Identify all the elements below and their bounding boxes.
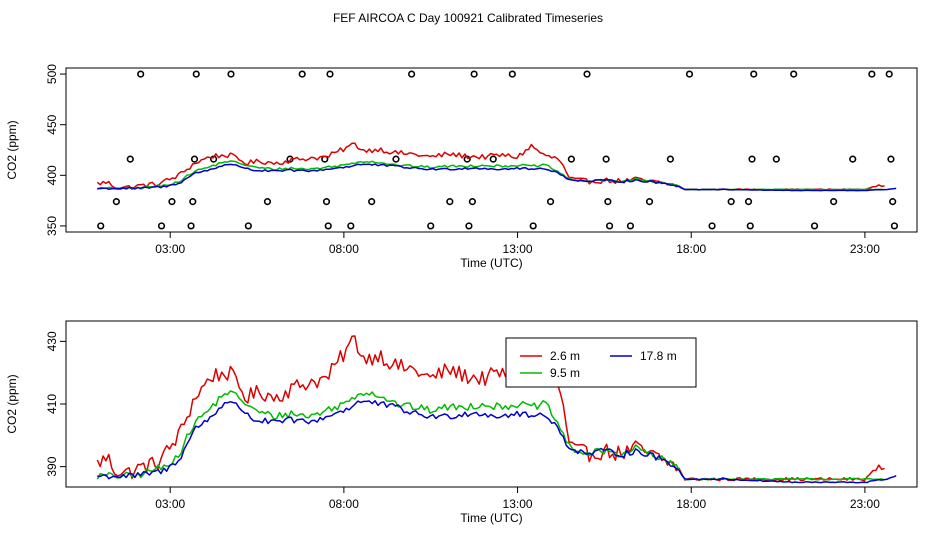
scatter-point	[263, 198, 272, 206]
scatter-point	[446, 198, 454, 206]
legend-label: 2.6 m	[550, 349, 580, 363]
x-tick-label: 08:00	[329, 497, 359, 511]
scatter-point	[508, 70, 516, 78]
scatter-point	[868, 70, 876, 78]
scatter-point	[97, 222, 105, 230]
x-tick-label: 03:00	[155, 497, 185, 511]
scatter-point	[324, 222, 332, 230]
scatter-point	[685, 70, 694, 78]
scatter-point	[168, 198, 176, 206]
series-line-17-8-m	[97, 400, 897, 484]
plot-frame	[65, 67, 918, 233]
chart-title: FEF AIRCOA C Day 100921 Calibrated Times…	[333, 11, 603, 25]
scatter-point	[887, 155, 895, 163]
scatter-point	[190, 155, 199, 163]
scatter-point	[626, 222, 635, 230]
scatter-point	[470, 70, 478, 78]
series-lines	[96, 142, 897, 192]
scatter-point	[192, 70, 200, 78]
scatter-point	[567, 155, 575, 163]
scatter-point	[368, 198, 376, 206]
scatter-point	[889, 198, 897, 206]
scatter-point	[465, 222, 473, 230]
x-tick-label: 03:00	[155, 242, 185, 256]
scatter-point	[529, 222, 537, 230]
scatter-point	[790, 70, 798, 78]
scatter-point	[602, 155, 610, 163]
scatter-point	[187, 222, 195, 230]
scatter-point	[347, 222, 355, 230]
scatter-point	[830, 198, 838, 206]
series-line-9-5-m	[96, 160, 885, 191]
series-lines	[96, 335, 897, 484]
scatter-point	[468, 198, 476, 206]
scatter-point	[727, 198, 735, 206]
scatter-point	[748, 155, 756, 163]
scatter-point	[546, 198, 555, 206]
legend-label: 17.8 m	[640, 349, 677, 363]
legend-box	[505, 337, 697, 388]
scatter-point	[298, 70, 306, 78]
scatter-points	[97, 70, 899, 230]
scatter-point	[489, 155, 497, 163]
plot-frame	[65, 320, 918, 488]
scatter-point	[137, 70, 145, 78]
y-axis-label: CO2 (ppm)	[5, 120, 19, 179]
y-tick-label: 400	[45, 165, 59, 185]
y-tick-label: 390	[45, 456, 59, 476]
series-line-9-5-m	[96, 390, 885, 481]
x-axis-label: Time (UTC)	[460, 511, 522, 525]
scatter-point	[666, 155, 674, 163]
scatter-point	[604, 198, 612, 206]
scatter-point	[227, 70, 235, 78]
y-tick-label: 350	[45, 216, 59, 236]
scatter-point	[810, 222, 819, 230]
scatter-point	[126, 155, 134, 163]
scatter-point	[746, 222, 754, 230]
x-axis-label: Time (UTC)	[460, 256, 522, 270]
top-panel: 03:00 08:00 13:00 18:00 23:00 350 400 450 500 Tim…	[5, 64, 918, 270]
legend: 2.6 m 17.8 m 9.5 m	[505, 337, 697, 388]
scatter-point	[322, 198, 331, 206]
scatter-point	[750, 70, 758, 78]
y-tick-label: 500	[45, 64, 59, 84]
scatter-point	[189, 198, 197, 206]
scatter-point	[583, 70, 591, 78]
x-tick-label: 13:00	[503, 497, 533, 511]
scatter-point	[708, 222, 716, 230]
scatter-point	[326, 70, 334, 78]
scatter-point	[427, 222, 435, 230]
scatter-point	[772, 155, 780, 163]
scatter-point	[605, 222, 614, 230]
series-line-2-6-m	[96, 335, 885, 482]
scatter-point	[392, 155, 400, 163]
y-tick-label: 450	[45, 114, 59, 134]
scatter-point	[885, 70, 893, 78]
x-tick-label: 23:00	[850, 242, 880, 256]
scatter-point	[645, 198, 654, 206]
x-tick-label: 08:00	[329, 242, 359, 256]
y-axis-label: CO2 (ppm)	[5, 374, 19, 433]
x-tick-label: 18:00	[676, 497, 706, 511]
x-tick-label: 13:00	[503, 242, 533, 256]
bottom-panel: 03:00 08:00 13:00 18:00 23:00 390 410 430 Time (…	[5, 320, 918, 525]
scatter-point	[890, 222, 899, 230]
scatter-point	[408, 70, 416, 78]
x-tick-label: 18:00	[676, 242, 706, 256]
y-tick-label: 430	[45, 331, 59, 351]
scatter-point	[244, 222, 252, 230]
x-tick-label: 23:00	[850, 497, 880, 511]
y-tick-label: 410	[45, 394, 59, 414]
scatter-point	[744, 198, 753, 206]
scatter-point	[849, 155, 857, 163]
series-line-17-8-m	[97, 163, 897, 192]
scatter-point	[112, 198, 120, 206]
legend-label: 9.5 m	[550, 366, 580, 380]
scatter-point	[157, 222, 166, 230]
